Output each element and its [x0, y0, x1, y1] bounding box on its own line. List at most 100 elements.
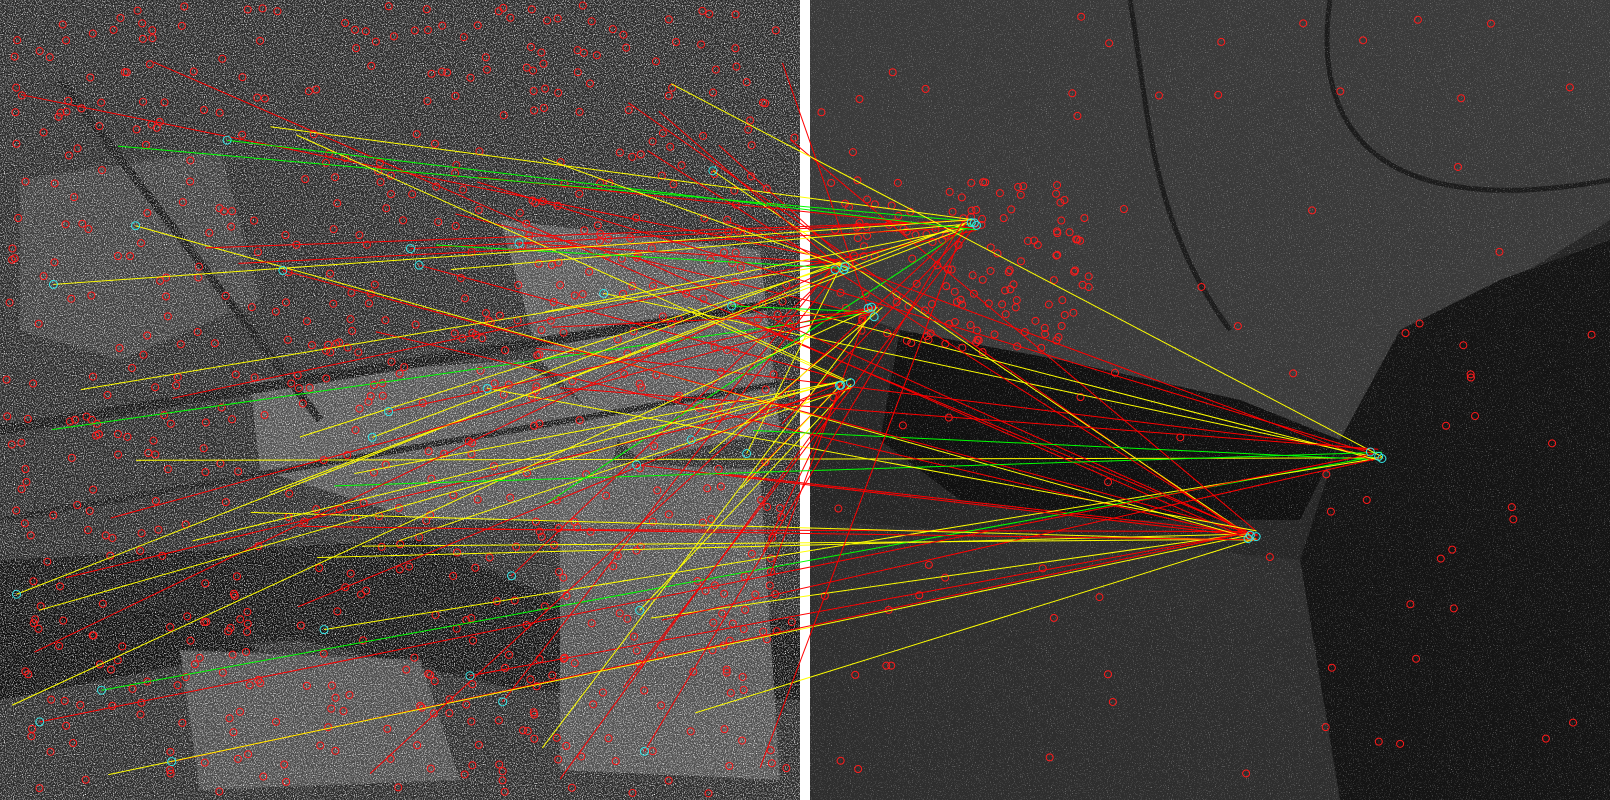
keypoint-marker — [648, 747, 657, 756]
keypoint-marker — [632, 546, 641, 555]
matched-keypoint-marker — [96, 685, 106, 695]
keypoint-marker — [707, 515, 716, 524]
keypoint-marker — [309, 130, 318, 139]
keypoint-marker — [118, 642, 127, 651]
keypoint-marker — [228, 207, 237, 216]
match-line — [661, 457, 1380, 621]
keypoint-marker — [623, 614, 632, 623]
matched-keypoint-marker — [971, 220, 981, 230]
keypoint-marker — [86, 73, 95, 82]
keypoint-marker — [462, 700, 471, 709]
match-line — [759, 225, 965, 768]
keypoint-marker — [149, 436, 158, 445]
keypoint-marker — [986, 266, 995, 275]
keypoint-marker — [471, 563, 480, 572]
keypoint-marker — [853, 234, 862, 243]
keypoint-marker — [405, 562, 414, 571]
keypoint-marker — [307, 341, 316, 350]
keypoint-marker — [686, 727, 695, 736]
keypoint-marker — [490, 379, 499, 388]
matched-keypoint-marker — [969, 218, 979, 228]
keypoint-marker — [751, 590, 760, 599]
keypoint-marker — [529, 66, 538, 75]
keypoint-marker — [341, 583, 350, 592]
keypoint-marker — [888, 68, 897, 77]
keypoint-marker — [635, 379, 644, 388]
keypoint-marker — [423, 26, 432, 35]
keypoint-marker — [620, 369, 629, 378]
keypoint-marker — [898, 421, 907, 430]
keypoint-marker — [553, 14, 562, 23]
keypoint-marker — [1070, 267, 1079, 276]
keypoint-marker — [298, 399, 307, 408]
keypoint-marker — [585, 267, 594, 276]
keypoint-marker — [514, 281, 523, 290]
keypoint-marker — [449, 571, 458, 580]
keypoint-marker — [855, 218, 864, 227]
keypoint-marker — [742, 78, 751, 87]
keypoint-marker — [331, 173, 340, 182]
keypoint-marker — [648, 281, 657, 290]
keypoint-marker — [481, 53, 490, 62]
keypoint-marker — [731, 10, 740, 19]
keypoint-marker — [166, 769, 175, 778]
keypoint-marker — [554, 88, 563, 97]
keypoint-marker — [221, 498, 230, 507]
keypoint-marker — [767, 759, 776, 768]
keypoint-marker — [739, 685, 748, 694]
keypoint-marker — [412, 130, 421, 139]
keypoint-marker — [370, 468, 379, 477]
keypoint-marker — [485, 553, 494, 562]
keypoint-marker — [76, 700, 85, 709]
keypoint-marker — [459, 33, 468, 42]
keypoint-marker — [440, 449, 449, 458]
keypoint-marker — [761, 457, 770, 466]
keypoint-marker — [720, 725, 729, 734]
keypoint-marker — [714, 464, 723, 473]
keypoint-marker — [747, 141, 756, 150]
keypoint-marker — [870, 251, 879, 260]
keypoint-marker — [39, 128, 48, 137]
keypoint-marker — [1322, 470, 1331, 479]
keypoint-marker — [530, 734, 539, 743]
keypoint-marker — [210, 339, 219, 348]
keypoint-marker — [531, 517, 540, 526]
keypoint-marker — [1362, 496, 1371, 505]
keypoint-marker — [657, 701, 666, 710]
keypoint-marker — [636, 542, 645, 551]
keypoint-marker — [460, 770, 469, 779]
keypoint-marker — [1060, 310, 1069, 319]
match-line — [478, 176, 970, 230]
keypoint-marker — [615, 609, 624, 618]
keypoint-marker — [384, 2, 393, 11]
match-line — [250, 511, 1254, 541]
keypoint-marker — [387, 190, 396, 199]
keypoint-marker — [301, 175, 310, 184]
keypoint-marker — [145, 60, 154, 69]
keypoint-marker — [143, 209, 152, 218]
match-line — [730, 314, 1247, 531]
keypoint-marker — [294, 384, 303, 393]
keypoint-marker — [528, 392, 537, 401]
match-line — [622, 224, 977, 688]
keypoint-marker — [394, 783, 403, 792]
keypoint-marker — [498, 776, 507, 785]
keypoint-marker — [400, 363, 409, 372]
keypoint-marker — [716, 482, 725, 491]
keypoint-marker — [322, 346, 331, 355]
matched-keypoint-marker — [131, 221, 141, 231]
keypoint-marker — [1011, 303, 1020, 312]
keypoint-marker — [387, 357, 396, 366]
keypoint-marker — [1548, 439, 1557, 448]
keypoint-marker — [870, 200, 879, 209]
keypoint-marker — [241, 647, 250, 656]
keypoint-marker — [1197, 282, 1206, 291]
keypoint-marker — [730, 186, 739, 195]
match-line — [647, 150, 1255, 539]
keypoint-marker — [339, 707, 348, 716]
keypoint-marker — [271, 307, 280, 316]
keypoint-marker — [817, 108, 826, 117]
keypoint-marker — [552, 733, 561, 742]
keypoint-marker — [578, 1, 587, 10]
keypoint-marker — [589, 700, 598, 709]
